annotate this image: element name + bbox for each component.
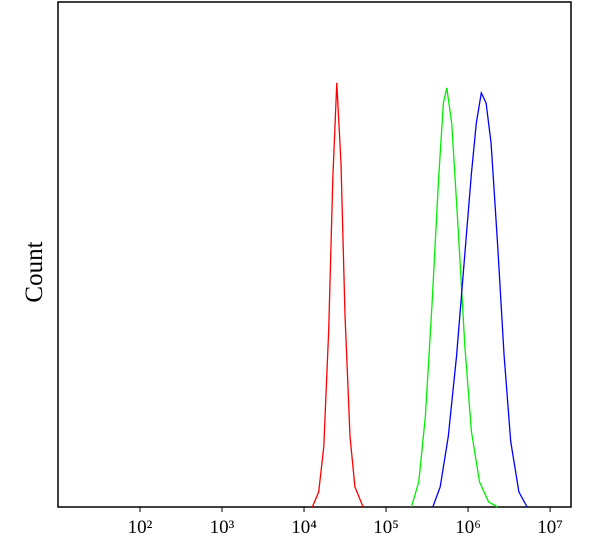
plot-frame	[57, 1, 572, 508]
x-tick-label: 10⁶	[455, 517, 481, 538]
x-tick-label: 10⁴	[291, 517, 317, 538]
histogram-line	[410, 87, 498, 508]
y-axis-label: Count	[21, 241, 48, 302]
x-tick-label: 10²	[128, 517, 153, 538]
x-tick-label: 10⁷	[537, 517, 563, 538]
histogram-line	[311, 82, 364, 508]
x-tick-label: 10⁵	[373, 517, 399, 538]
histogram-line	[432, 90, 528, 508]
x-tick-label: 10³	[210, 517, 235, 538]
